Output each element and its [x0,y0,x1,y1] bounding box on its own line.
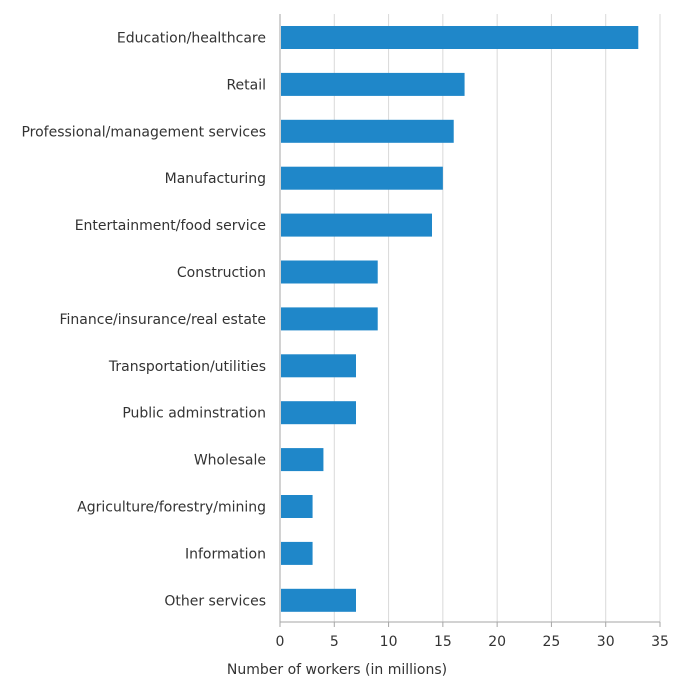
x-tick-label: 30 [597,634,615,650]
category-label: Entertainment/food service [75,218,266,234]
grid-lines [333,14,661,622]
category-label: Other services [164,593,266,609]
bars [281,26,639,612]
bar [281,166,443,190]
bar [281,307,378,331]
x-tick-label: 15 [434,634,452,650]
bar [281,448,324,472]
category-label: Agriculture/forestry/mining [77,500,266,516]
bar [281,495,313,518]
category-label: Information [185,546,266,562]
x-tick-label: 0 [276,634,285,650]
category-label: Wholesale [194,453,266,469]
x-tick-label: 25 [543,634,561,650]
category-label: Finance/insurance/real estate [60,312,267,328]
bar [281,119,454,143]
x-axis-title: Number of workers (in millions) [227,662,447,678]
category-label: Professional/management services [21,124,266,140]
category-label: Retail [226,77,266,93]
category-label: Transportation/utilities [108,359,266,375]
bar [281,213,432,237]
category-label: Education/healthcare [117,31,266,47]
bar [281,541,313,565]
category-labels: Education/healthcare Retail Professional/m… [21,31,266,610]
bar [281,72,465,96]
category-label: Construction [177,265,266,281]
category-label: Manufacturing [165,171,266,187]
axes [279,14,661,627]
bar [281,354,356,378]
bar [281,588,356,612]
x-tick-label: 35 [651,634,669,650]
category-label: Public adminstration [122,406,266,422]
x-tick-label: 10 [380,634,398,650]
x-tick-label: 20 [488,634,506,650]
x-tick-labels: 0 5 10 15 20 25 30 35 [276,634,669,650]
bar [281,26,639,49]
bar [281,260,378,284]
x-tick-label: 5 [330,634,339,650]
bar [281,401,356,425]
